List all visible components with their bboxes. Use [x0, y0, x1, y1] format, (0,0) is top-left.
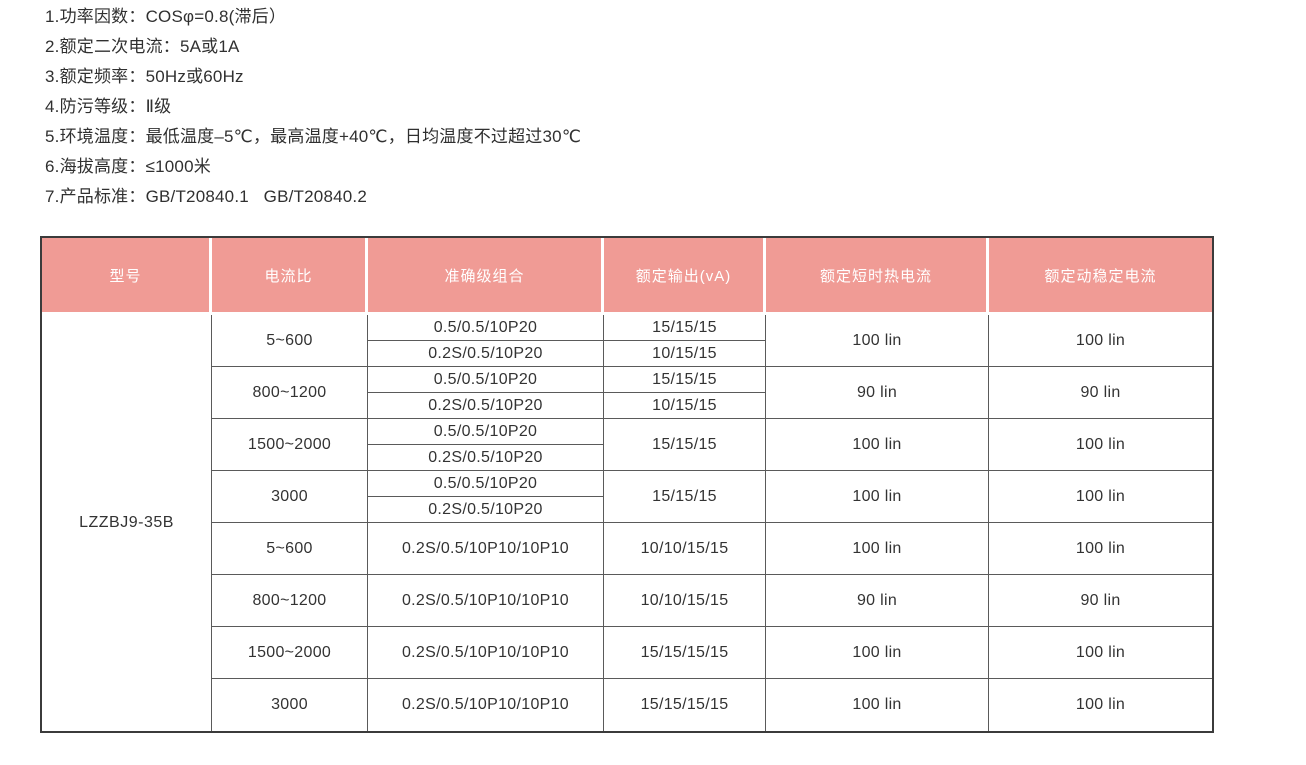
col-header-dynamic: 额定动稳定电流 — [989, 238, 1212, 315]
cell-thermal: 100 lin — [766, 523, 989, 575]
cell-accuracy: 0.2S/0.5/10P10/10P10 — [368, 523, 604, 575]
cell-accuracy: 0.2S/0.5/10P20 — [368, 497, 604, 523]
cell-dynamic: 100 lin — [989, 419, 1212, 471]
cell-output: 10/15/15 — [604, 341, 766, 367]
spec-item-secondary-current: 2.额定二次电流：5A或1A — [45, 37, 240, 56]
ratings-table: 型号 电流比 准确级组合 额定输出(vA) 额定短时热电流 额定动稳定电流 LZ… — [40, 236, 1214, 733]
cell-model: LZZBJ9-35B — [42, 315, 212, 731]
cell-ratio: 800~1200 — [212, 575, 368, 627]
cell-output: 15/15/15/15 — [604, 627, 766, 679]
cell-thermal: 100 lin — [766, 679, 989, 731]
spec-item-frequency: 3.额定频率：50Hz或60Hz — [45, 67, 244, 86]
cell-thermal: 90 lin — [766, 575, 989, 627]
col-header-thermal: 额定短时热电流 — [766, 238, 989, 315]
cell-accuracy: 0.5/0.5/10P20 — [368, 367, 604, 393]
cell-accuracy: 0.2S/0.5/10P10/10P10 — [368, 575, 604, 627]
cell-dynamic: 90 lin — [989, 575, 1212, 627]
cell-output: 10/15/15 — [604, 393, 766, 419]
spec-list: 1.功率因数：COSφ=0.8(滞后） 2.额定二次电流：5A或1A 3.额定频… — [45, 2, 581, 212]
cell-dynamic: 100 lin — [989, 679, 1212, 731]
cell-output: 10/10/15/15 — [604, 523, 766, 575]
cell-dynamic: 100 lin — [989, 315, 1212, 367]
spec-item-ambient-temp: 5.环境温度：最低温度–5℃，最高温度+40℃，日均温度不过超过30℃ — [45, 127, 582, 146]
cell-output: 15/15/15 — [604, 367, 766, 393]
cell-ratio: 3000 — [212, 471, 368, 523]
cell-output: 15/15/15/15 — [604, 679, 766, 731]
cell-ratio: 1500~2000 — [212, 627, 368, 679]
cell-ratio: 5~600 — [212, 523, 368, 575]
cell-ratio: 3000 — [212, 679, 368, 731]
col-header-model: 型号 — [42, 238, 212, 315]
col-header-accuracy: 准确级组合 — [368, 238, 604, 315]
cell-dynamic: 100 lin — [989, 523, 1212, 575]
col-header-ratio: 电流比 — [212, 238, 368, 315]
cell-thermal: 100 lin — [766, 315, 989, 367]
cell-dynamic: 90 lin — [989, 367, 1212, 419]
cell-output: 15/15/15 — [604, 471, 766, 523]
col-header-output: 额定输出(vA) — [604, 238, 766, 315]
cell-output: 15/15/15 — [604, 315, 766, 341]
cell-thermal: 100 lin — [766, 627, 989, 679]
spec-item-power-factor: 1.功率因数：COSφ=0.8(滞后） — [45, 7, 287, 26]
cell-output: 10/10/15/15 — [604, 575, 766, 627]
cell-accuracy: 0.5/0.5/10P20 — [368, 471, 604, 497]
cell-dynamic: 100 lin — [989, 627, 1212, 679]
cell-accuracy: 0.2S/0.5/10P20 — [368, 393, 604, 419]
cell-ratio: 5~600 — [212, 315, 368, 367]
cell-accuracy: 0.5/0.5/10P20 — [368, 419, 604, 445]
cell-thermal: 100 lin — [766, 419, 989, 471]
cell-accuracy: 0.5/0.5/10P20 — [368, 315, 604, 341]
spec-item-altitude: 6.海拔高度：≤1000米 — [45, 157, 211, 176]
cell-dynamic: 100 lin — [989, 471, 1212, 523]
cell-output: 15/15/15 — [604, 419, 766, 471]
cell-accuracy: 0.2S/0.5/10P20 — [368, 445, 604, 471]
cell-thermal: 100 lin — [766, 471, 989, 523]
spec-item-pollution-class: 4.防污等级：Ⅱ级 — [45, 97, 172, 116]
cell-thermal: 90 lin — [766, 367, 989, 419]
cell-accuracy: 0.2S/0.5/10P10/10P10 — [368, 627, 604, 679]
cell-accuracy: 0.2S/0.5/10P10/10P10 — [368, 679, 604, 731]
cell-accuracy: 0.2S/0.5/10P20 — [368, 341, 604, 367]
cell-ratio: 1500~2000 — [212, 419, 368, 471]
cell-ratio: 800~1200 — [212, 367, 368, 419]
spec-item-standard: 7.产品标准：GB/T20840.1 GB/T20840.2 — [45, 187, 367, 206]
